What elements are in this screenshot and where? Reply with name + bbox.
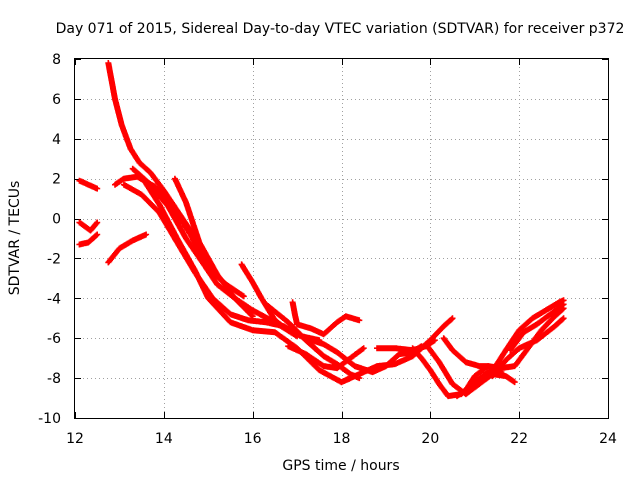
y-tick-label: 2 [52,172,61,188]
y-tick-labels: 8 6 4 2 0 -2 -4 -6 -8 -10 [38,52,61,427]
data-point-markers [76,231,101,248]
x-tick-label: 24 [599,431,617,447]
y-tick-label: -2 [47,251,61,267]
data-point-markers [489,315,567,380]
data-series-arc-24 [489,315,567,380]
y-tick-label: -4 [47,291,61,307]
data-series-arc-25 [507,301,567,354]
data-series-arc-10 [171,175,256,320]
data-series-arc-2 [76,219,101,234]
data-series-arc-14 [294,313,363,338]
x-tick-labels: 12 14 16 18 20 22 24 [66,431,617,447]
y-tick-label: -6 [47,331,61,347]
chart-title: Day 071 of 2015, Sidereal Day-to-day VTE… [56,21,625,37]
y-tick-label: 8 [52,52,61,68]
data-series-arc-23 [494,297,567,368]
x-tick-label: 16 [244,431,262,447]
data-point-markers [294,313,363,338]
plot-frame [74,58,609,419]
x-tick-label: 12 [66,431,84,447]
x-tick-label: 22 [510,431,528,447]
y-tick-label: 0 [52,212,61,228]
x-tick-label: 20 [421,431,439,447]
y-tick-label: 4 [52,132,61,148]
x-axis-label: GPS time / hours [282,458,399,474]
data-point-markers [171,175,256,320]
data-points [76,60,567,400]
x-tick-label: 14 [155,431,173,447]
data-point-markers [494,297,567,368]
y-tick-label: -8 [47,371,61,387]
y-tick-label: 6 [52,92,61,108]
x-tick-label: 18 [333,431,351,447]
data-point-markers [105,231,150,266]
data-series-arc-3 [76,231,101,248]
y-tick-label: -10 [38,411,61,427]
data-point-markers [76,219,101,234]
data-point-markers [76,177,101,192]
data-series-arc-4 [105,231,150,266]
data-point-markers [507,301,567,354]
data-series-arc-1 [76,177,101,192]
y-axis-label: SDTVAR / TECUs [7,181,23,296]
